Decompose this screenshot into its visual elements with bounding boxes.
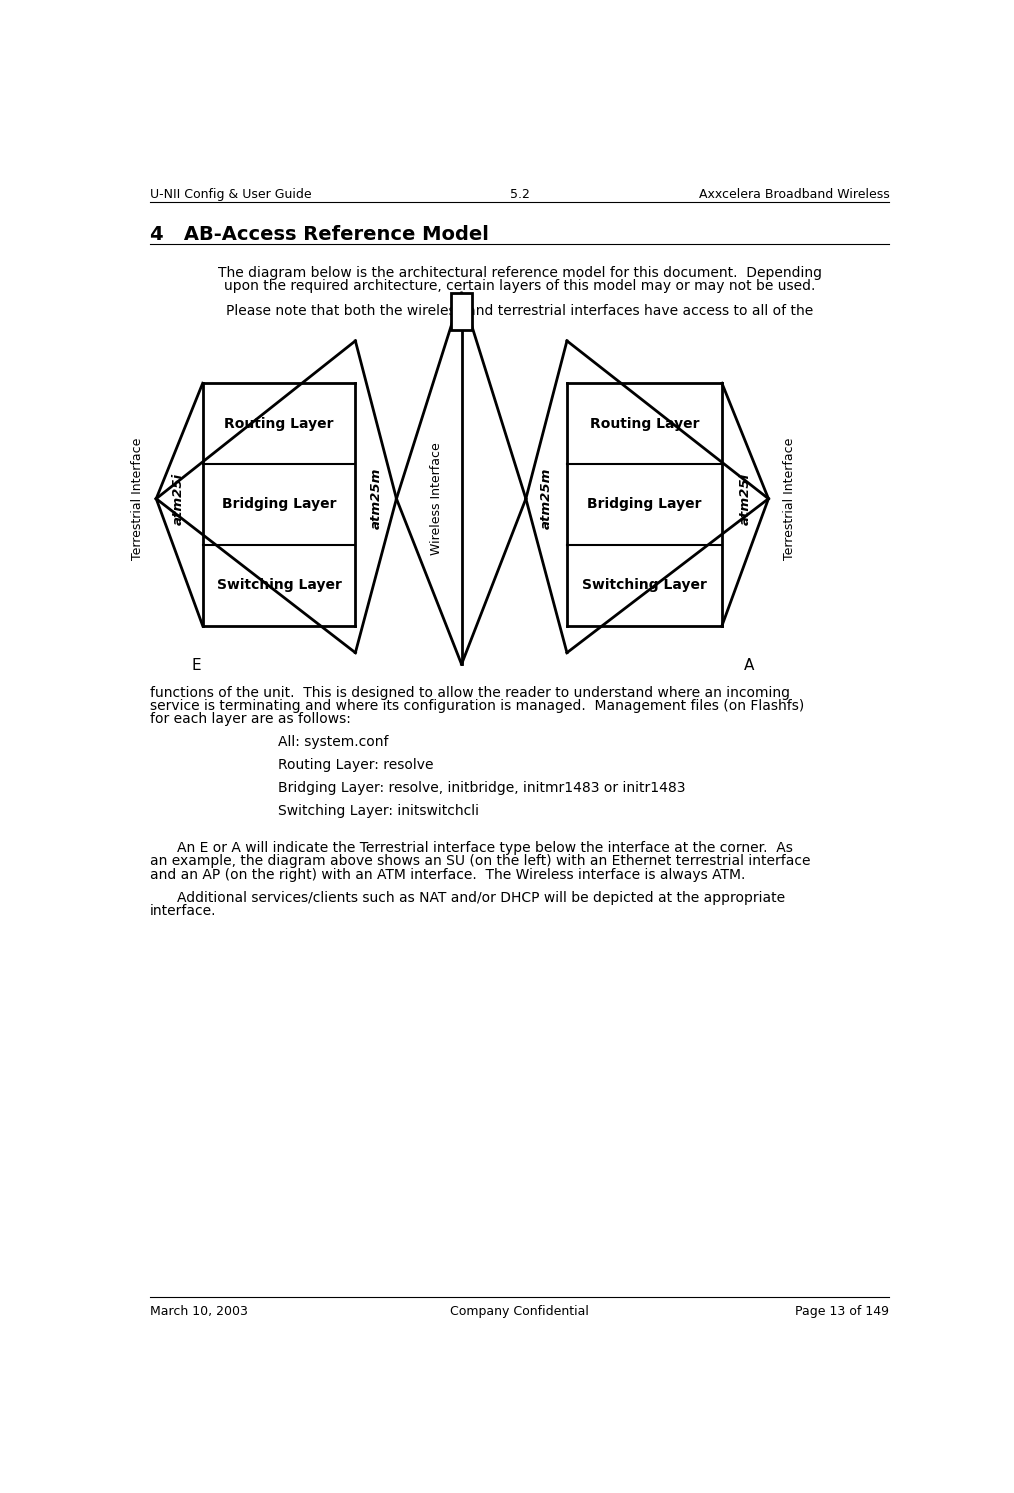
Text: and an AP (on the right) with an ATM interface.  The Wireless interface is alway: and an AP (on the right) with an ATM int…	[150, 867, 745, 881]
Text: upon the required architecture, certain layers of this model may or may not be u: upon the required architecture, certain …	[224, 279, 815, 293]
Text: Terrestrial Interface: Terrestrial Interface	[783, 437, 796, 560]
Text: interface.: interface.	[150, 903, 217, 918]
Text: an example, the diagram above shows an SU (on the left) with an Ethernet terrest: an example, the diagram above shows an S…	[150, 854, 810, 869]
Text: Switching Layer: Switching Layer	[582, 578, 707, 593]
Text: Bridging Layer: Bridging Layer	[222, 497, 337, 512]
Text: Company Confidential: Company Confidential	[450, 1305, 589, 1317]
Text: atm25i: atm25i	[171, 473, 185, 524]
Text: E: E	[192, 657, 202, 673]
Text: Terrestrial Interface: Terrestrial Interface	[131, 437, 144, 560]
Text: atm25m: atm25m	[370, 467, 383, 530]
Text: A: A	[744, 657, 754, 673]
Text: Switching Layer: Switching Layer	[217, 578, 342, 593]
Text: Axxcelera Broadband Wireless: Axxcelera Broadband Wireless	[699, 188, 889, 202]
Text: Switching Layer: initswitchcli: Switching Layer: initswitchcli	[278, 805, 479, 818]
Text: Routing Layer: Routing Layer	[590, 417, 700, 430]
Text: Please note that both the wireless and terrestrial interfaces have access to all: Please note that both the wireless and t…	[226, 305, 813, 318]
Text: U-NII Config & User Guide: U-NII Config & User Guide	[150, 188, 311, 202]
Text: Wireless Interface: Wireless Interface	[430, 442, 443, 555]
Text: functions of the unit.  This is designed to allow the reader to understand where: functions of the unit. This is designed …	[150, 685, 790, 700]
Text: 5.2: 5.2	[510, 188, 529, 202]
Text: for each layer are as follows:: for each layer are as follows:	[150, 712, 351, 726]
Text: 4   AB-Access Reference Model: 4 AB-Access Reference Model	[150, 225, 489, 243]
Bar	[450, 293, 473, 330]
Text: An E or A will indicate the Terrestrial interface type below the interface at th: An E or A will indicate the Terrestrial …	[177, 842, 793, 855]
Text: Bridging Layer: Bridging Layer	[587, 497, 702, 512]
Text: Bridging Layer: resolve, initbridge, initmr1483 or initr1483: Bridging Layer: resolve, initbridge, ini…	[278, 781, 685, 796]
Text: Page 13 of 149: Page 13 of 149	[795, 1305, 889, 1317]
Text: atm25m: atm25m	[539, 467, 553, 530]
Text: Additional services/clients such as NAT and/or DHCP will be depicted at the appr: Additional services/clients such as NAT …	[177, 891, 785, 905]
Text: Routing Layer: resolve: Routing Layer: resolve	[278, 758, 433, 772]
Text: service is terminating and where its configuration is managed.  Management files: service is terminating and where its con…	[150, 699, 804, 714]
Text: The diagram below is the architectural reference model for this document.  Depen: The diagram below is the architectural r…	[218, 266, 821, 281]
Text: March 10, 2003: March 10, 2003	[150, 1305, 247, 1317]
Text: atm25i: atm25i	[739, 473, 751, 524]
Text: All: system.conf: All: system.conf	[278, 735, 388, 749]
Text: Routing Layer: Routing Layer	[224, 417, 334, 430]
